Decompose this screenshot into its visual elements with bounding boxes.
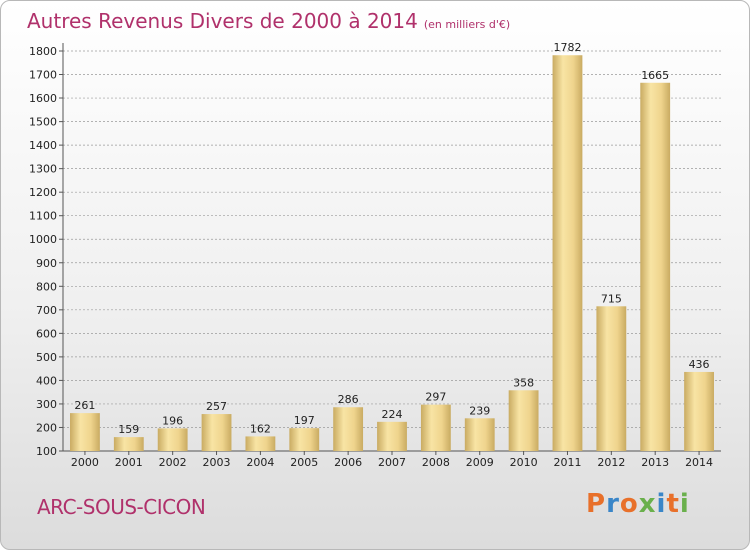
y-tick-label: 1600 (29, 92, 57, 105)
y-tick-label: 200 (36, 421, 57, 434)
data-label-2007: 224 (382, 408, 403, 421)
x-tick-label-2014: 2014 (685, 456, 713, 469)
bar-2013 (640, 82, 671, 451)
y-tick-label: 1300 (29, 163, 57, 176)
y-tick-label: 1400 (29, 139, 57, 152)
data-label-2012: 715 (601, 292, 622, 305)
logo-letter: r (606, 489, 620, 519)
y-tick-label: 1200 (29, 186, 57, 199)
y-tick-label: 1100 (29, 210, 57, 223)
logo-letter: i (679, 489, 690, 519)
chart-title: Autres Revenus Divers de 2000 à 2014 (en … (27, 9, 510, 33)
y-tick-label: 900 (36, 257, 57, 270)
data-label-2000: 261 (74, 399, 95, 412)
data-label-2009: 239 (469, 404, 490, 417)
bar-2014 (684, 371, 714, 451)
bar-2004 (245, 436, 276, 451)
data-label-2014: 436 (689, 358, 710, 371)
y-tick-label: 100 (36, 445, 57, 458)
bar-2002 (157, 428, 188, 451)
logo-letter: o (619, 489, 639, 519)
y-tick-label: 800 (36, 280, 57, 293)
y-tick-label: 700 (36, 304, 57, 317)
data-label-2002: 196 (162, 414, 183, 427)
bar-2007 (377, 421, 407, 451)
data-label-2011: 1782 (553, 41, 581, 54)
x-tick-label-2006: 2006 (334, 456, 362, 469)
y-tick-label: 300 (36, 398, 57, 411)
data-label-2006: 286 (338, 393, 359, 406)
y-tick-label: 500 (36, 351, 57, 364)
bar-2008 (420, 404, 451, 451)
logo-letter: x (638, 489, 657, 519)
y-tick-label: 1500 (29, 116, 57, 129)
x-tick-label-2002: 2002 (159, 456, 187, 469)
bar-2001 (113, 437, 144, 451)
y-tick-label: 1700 (29, 69, 57, 82)
bar-2012 (596, 306, 627, 451)
x-tick-label-2007: 2007 (378, 456, 406, 469)
x-tick-label-2004: 2004 (246, 456, 274, 469)
x-tick-label-2008: 2008 (422, 456, 450, 469)
bar-2005 (289, 428, 320, 451)
x-tick-label-2011: 2011 (553, 456, 581, 469)
bar-2003 (201, 414, 232, 451)
y-tick-label: 400 (36, 374, 57, 387)
logo-letter: i (656, 489, 667, 519)
x-tick-label-2009: 2009 (466, 456, 494, 469)
data-label-2010: 358 (513, 376, 534, 389)
chart-unit: (en milliers d'€) (423, 18, 511, 31)
bar-2000 (70, 413, 100, 451)
y-tick-label: 1800 (29, 45, 57, 58)
data-label-2003: 257 (206, 400, 227, 413)
bars: 261 159 196 257 162 197 286 224 297 239 358 1782 715… (70, 41, 714, 452)
proxiti-logo[interactable]: Proxiti (586, 489, 690, 519)
commune-name: ARC-SOUS-CICON (37, 495, 206, 519)
x-tick-label-2005: 2005 (290, 456, 318, 469)
x-tick-label-2013: 2013 (641, 456, 669, 469)
logo-letter: P (586, 489, 607, 519)
data-label-2008: 297 (425, 391, 446, 404)
data-label-2005: 197 (294, 414, 315, 427)
x-tick-label-2010: 2010 (510, 456, 538, 469)
data-label-2004: 162 (250, 422, 271, 435)
bar-2010 (508, 390, 539, 451)
y-tick-label: 600 (36, 327, 57, 340)
data-label-2013: 1665 (641, 69, 669, 82)
x-tick-label-2001: 2001 (115, 456, 143, 469)
x-tick-label-2000: 2000 (71, 456, 99, 469)
x-tick-label-2003: 2003 (203, 456, 231, 469)
x-axis-labels: 2000 2001 2002 2003 2004 2005 2006 2007 2008 2009… (71, 451, 713, 469)
logo-letter: t (666, 489, 680, 519)
y-tick-label: 1000 (29, 233, 57, 246)
data-label-2001: 159 (118, 423, 139, 436)
bar-2009 (464, 418, 495, 451)
bar-2011 (552, 55, 583, 452)
x-tick-label-2012: 2012 (597, 456, 625, 469)
bar-2006 (333, 407, 364, 451)
chart-title-text: Autres Revenus Divers de 2000 à 2014 (27, 9, 418, 33)
